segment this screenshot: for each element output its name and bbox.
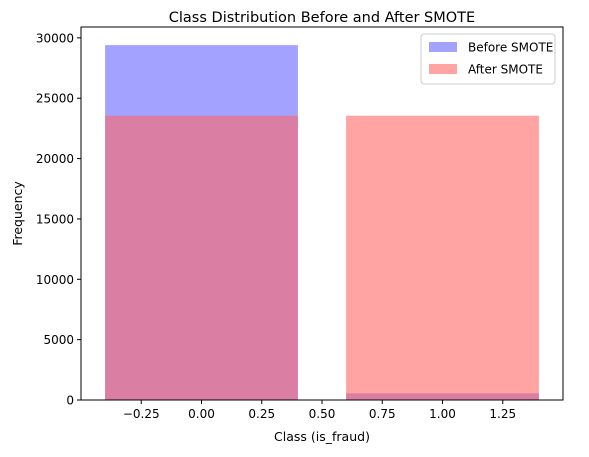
legend-label-before-smote: Before SMOTE [468, 41, 553, 55]
x-tick-label: 0.75 [369, 407, 396, 421]
chart-title: Class Distribution Before and After SMOT… [169, 10, 475, 26]
legend-label-after-smote: After SMOTE [468, 63, 543, 77]
x-tick-label: 1.25 [489, 407, 516, 421]
bar-after-smote-class-1 [346, 115, 539, 400]
bars-layer [105, 45, 539, 400]
legend: Before SMOTE After SMOTE [420, 33, 556, 85]
x-axis-label: Class (is_fraud) [274, 429, 370, 444]
bar-after-smote-class-0 [105, 115, 298, 400]
x-tick-label: −0.25 [123, 407, 160, 421]
y-tick-label: 30000 [36, 31, 74, 45]
x-axis: −0.25 0.00 0.25 0.50 0.75 1.00 1.25 [123, 400, 516, 421]
y-axis-label: Frequency [10, 181, 25, 246]
y-tick-label: 15000 [36, 212, 74, 226]
y-tick-label: 10000 [36, 273, 74, 287]
legend-swatch-after-smote [429, 64, 457, 74]
legend-swatch-before-smote [429, 42, 457, 52]
x-tick-label: 0.50 [309, 407, 336, 421]
x-tick-label: 1.00 [429, 407, 456, 421]
x-tick-label: 0.25 [248, 407, 275, 421]
y-axis: 0 5000 10000 15000 20000 25000 30000 [36, 31, 81, 408]
y-tick-label: 5000 [43, 333, 74, 347]
x-tick-label: 0.00 [188, 407, 215, 421]
y-tick-label: 20000 [36, 152, 74, 166]
y-tick-label: 0 [66, 394, 74, 408]
y-tick-label: 25000 [36, 92, 74, 106]
